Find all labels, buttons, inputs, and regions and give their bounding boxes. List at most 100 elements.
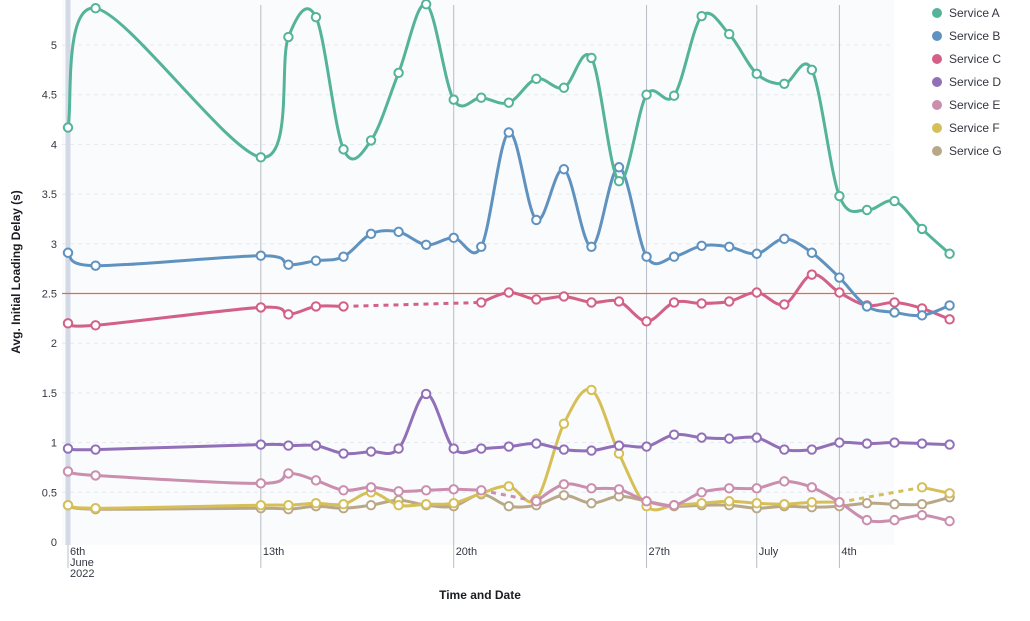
legend-item[interactable]: Service D <box>932 75 1001 89</box>
data-point <box>779 444 790 455</box>
data-point <box>779 299 790 310</box>
data-point <box>255 478 267 489</box>
data-point <box>420 239 432 250</box>
legend[interactable]: Service A Service B Service C Service D Serv… <box>932 6 1002 158</box>
series-service-c <box>62 269 955 331</box>
data-point <box>944 515 955 527</box>
legend-label: Service C <box>949 52 1001 66</box>
data-point <box>365 482 377 493</box>
legend-item[interactable]: Service F <box>932 121 1000 135</box>
series-service-a <box>62 0 955 259</box>
y-axis-title: Avg. Initial Loading Delay (s) <box>9 190 23 354</box>
legend-swatch <box>932 8 942 18</box>
legend-item[interactable]: Service A <box>932 6 1000 20</box>
data-point <box>255 302 267 313</box>
data-point <box>283 309 294 320</box>
data-point <box>283 500 294 511</box>
data-point <box>393 443 404 454</box>
data-point <box>420 485 432 496</box>
data-point <box>393 67 404 79</box>
y-tick-label: 2 <box>51 338 57 350</box>
data-point <box>365 446 377 457</box>
data-point <box>806 497 818 508</box>
series-layer <box>62 0 955 527</box>
data-point <box>531 438 542 449</box>
data-point <box>944 248 955 259</box>
data-point <box>641 251 652 262</box>
data-point <box>90 260 101 271</box>
legend-swatch <box>932 77 942 87</box>
data-point <box>916 499 928 510</box>
x-tick-label: June <box>70 557 94 569</box>
data-point <box>420 499 432 510</box>
data-point <box>779 476 790 487</box>
x-axis-title: Time and Date <box>439 588 521 602</box>
data-point <box>724 433 735 444</box>
data-point <box>834 272 845 283</box>
data-point <box>393 486 404 497</box>
data-point <box>255 152 267 163</box>
data-point <box>503 97 514 108</box>
data-point <box>889 195 900 207</box>
data-point <box>62 466 74 477</box>
data-point <box>90 470 101 481</box>
data-point <box>806 64 818 76</box>
data-point <box>586 297 597 308</box>
data-point <box>558 82 570 93</box>
data-point <box>586 384 597 396</box>
data-point <box>916 223 928 235</box>
data-point <box>861 514 873 526</box>
series-service-e <box>62 466 955 527</box>
data-point <box>420 0 432 10</box>
data-point <box>696 432 707 443</box>
data-point <box>668 90 680 101</box>
data-point <box>586 52 597 64</box>
data-point <box>503 481 514 492</box>
data-point <box>90 320 101 331</box>
y-tick-label: 1 <box>51 438 57 450</box>
legend-item[interactable]: Service G <box>932 144 1002 158</box>
data-point <box>503 127 514 138</box>
data-point <box>476 241 487 252</box>
data-point <box>613 175 625 187</box>
data-point <box>641 316 652 327</box>
legend-item[interactable]: Service C <box>932 52 1001 66</box>
legend-swatch <box>932 100 942 110</box>
data-point <box>751 432 762 443</box>
data-point <box>724 241 735 252</box>
data-point <box>476 92 487 103</box>
data-point <box>613 484 625 495</box>
y-tick-label: 0.5 <box>42 487 57 499</box>
data-point <box>834 437 845 448</box>
data-point <box>420 388 432 400</box>
x-tick-label: 6th <box>70 546 85 558</box>
data-point <box>448 232 459 244</box>
data-point <box>393 500 404 511</box>
legend-label: Service E <box>949 98 1000 112</box>
x-tick-label: 2022 <box>70 568 94 580</box>
legend-item[interactable]: Service B <box>932 29 1000 43</box>
data-point <box>586 445 597 456</box>
x-tick-label: 27th <box>649 546 670 558</box>
data-point <box>751 287 762 298</box>
data-point <box>558 164 570 175</box>
data-point <box>944 314 955 325</box>
data-point <box>283 259 294 270</box>
data-point <box>641 89 652 100</box>
data-point <box>586 241 597 252</box>
data-point <box>558 490 570 501</box>
data-point <box>448 484 459 495</box>
data-point <box>668 297 680 308</box>
data-point <box>613 296 625 307</box>
legend-label: Service A <box>949 6 1000 20</box>
series-service-b <box>62 127 955 321</box>
x-tick-label: 20th <box>456 546 477 558</box>
data-point <box>889 514 900 526</box>
legend-label: Service G <box>949 144 1002 158</box>
data-point <box>310 255 322 266</box>
data-point <box>448 443 459 454</box>
legend-label: Service F <box>949 121 1000 135</box>
legend-item[interactable]: Service E <box>932 98 1000 112</box>
data-point <box>476 485 487 496</box>
y-tick-label: 3 <box>51 239 57 251</box>
